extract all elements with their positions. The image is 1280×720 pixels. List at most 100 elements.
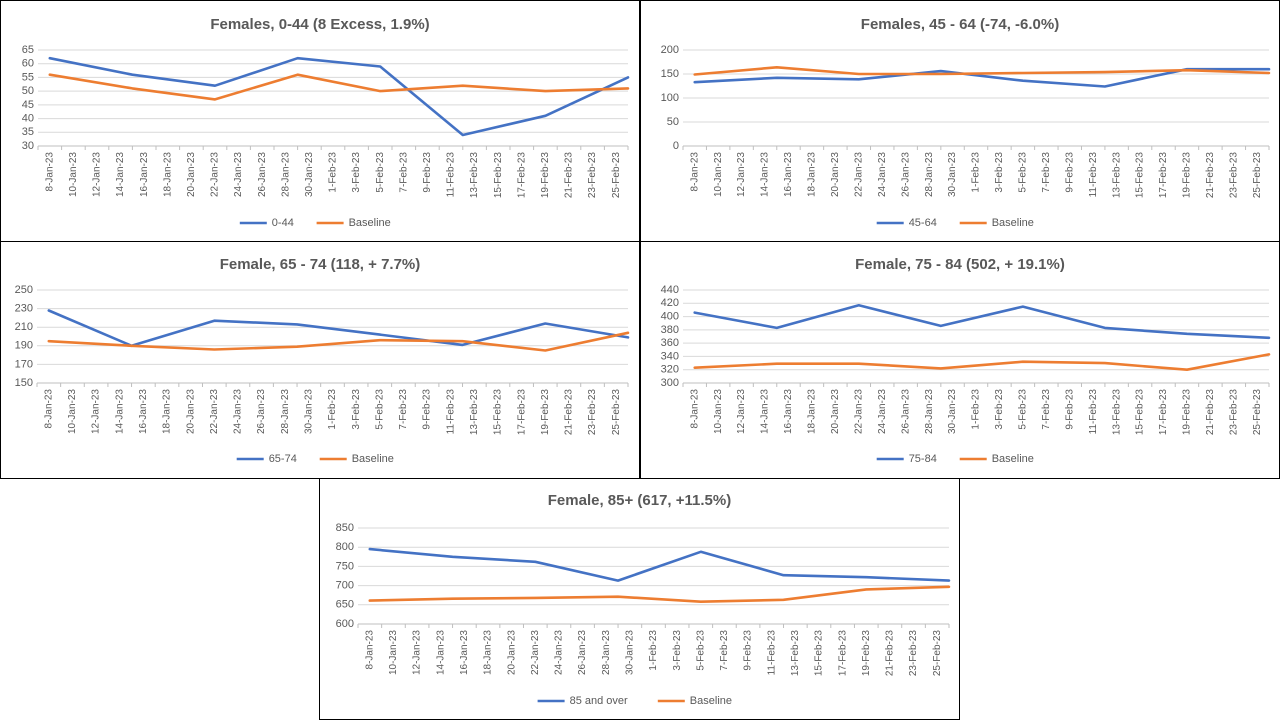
x-tick-label: 15-Feb-23 (814, 630, 825, 677)
x-tick-label: 24-Jan-23 (877, 389, 888, 434)
legend-label: Baseline (992, 453, 1034, 465)
x-tick-label: 17-Feb-23 (516, 152, 527, 199)
x-tick-label: 18-Jan-23 (483, 630, 494, 675)
y-tick-label: 850 (336, 522, 354, 534)
x-tick-label: 5-Feb-23 (375, 152, 386, 193)
x-tick-label: 13-Feb-23 (790, 630, 801, 677)
y-tick-label: 210 (15, 321, 33, 333)
x-tick-label: 23-Feb-23 (587, 152, 598, 199)
x-tick-label: 14-Jan-23 (760, 152, 771, 197)
chart-title: Females, 45 - 64 (-74, -6.0%) (861, 16, 1059, 33)
series-line-main (48, 56, 630, 137)
x-tick-label: 9-Feb-23 (1064, 389, 1075, 430)
y-tick-label: 360 (661, 337, 679, 349)
x-tick-label: 28-Jan-23 (924, 152, 935, 197)
x-tick-label: 11-Feb-23 (445, 389, 456, 435)
x-tick-label: 3-Feb-23 (351, 389, 362, 430)
x-tick-label: 28-Jan-23 (280, 152, 291, 197)
x-tick-label: 9-Feb-23 (422, 152, 433, 193)
chart-panel-females-45-64: Females, 45 - 64 (-74, -6.0%) 0 50 100 150 20… (640, 0, 1280, 242)
x-tick-label: 14-Jan-23 (115, 152, 126, 197)
legend-label: 85 and over (570, 695, 628, 707)
y-tick-label: 35 (22, 126, 34, 138)
x-tick-label: 25-Feb-23 (932, 630, 943, 677)
x-tick-label: 9-Feb-23 (422, 389, 433, 430)
x-tick-label: 12-Jan-23 (412, 630, 423, 675)
x-tick-label: 8-Jan-23 (364, 630, 375, 670)
x-tick-label: 5-Feb-23 (1018, 152, 1029, 193)
y-tick-label: 400 (661, 310, 679, 322)
x-tick-label: 21-Feb-23 (564, 389, 575, 436)
x-tick-label: 18-Jan-23 (807, 152, 818, 197)
series-line-baseline (368, 585, 951, 603)
x-tick-label: 15-Feb-23 (1135, 389, 1146, 436)
x-tick-label: 13-Feb-23 (469, 389, 480, 436)
x-tick-label: 20-Jan-23 (506, 630, 517, 675)
x-tick-label: 28-Jan-23 (924, 389, 935, 434)
chart-panel-female-85-plus: Female, 85+ (617, +11.5%) 600 650 700 750 800… (319, 478, 960, 720)
y-tick-label: 150 (15, 377, 33, 389)
legend-label: Baseline (690, 695, 732, 707)
legend-label: Baseline (349, 217, 391, 229)
x-tick-label: 18-Jan-23 (162, 152, 173, 197)
y-tick-label: 0 (673, 140, 679, 152)
chart-title: Female, 75 - 84 (502, + 19.1%) (855, 256, 1065, 273)
x-tick-label: 7-Feb-23 (1041, 152, 1052, 193)
chart-svg: Female, 65 - 74 (118, + 7.7%) 150 170 190 21… (15, 256, 630, 465)
x-tick-label: 10-Jan-23 (388, 630, 399, 675)
y-tick-label: 440 (661, 284, 679, 296)
x-tick-label: 25-Feb-23 (611, 389, 622, 436)
x-tick-label: 16-Jan-23 (459, 630, 470, 675)
x-tick-label: 11-Feb-23 (1088, 389, 1099, 435)
legend-label: 75-84 (909, 453, 937, 465)
x-tick-label: 20-Jan-23 (186, 152, 197, 197)
x-tick-label: 8-Jan-23 (44, 152, 55, 192)
x-tick-label: 19-Feb-23 (540, 389, 551, 436)
x-tick-label: 1-Feb-23 (327, 389, 338, 430)
x-tick-label: 21-Feb-23 (564, 152, 575, 199)
y-tick-label: 320 (661, 364, 679, 376)
y-tick-label: 40 (22, 112, 34, 124)
x-tick-label: 1-Feb-23 (648, 630, 659, 671)
chart-panel-female-65-74: Female, 65 - 74 (118, + 7.7%) 150 170 190 21… (0, 241, 640, 479)
chart-svg: Females, 45 - 64 (-74, -6.0%) 0 50 100 150 20… (661, 16, 1271, 229)
x-tick-label: 17-Feb-23 (837, 630, 848, 677)
x-tick-label: 12-Jan-23 (736, 152, 747, 197)
series-line-main (693, 303, 1271, 340)
x-tick-label: 13-Feb-23 (1111, 389, 1122, 436)
x-tick-label: 12-Jan-23 (736, 389, 747, 434)
x-tick-label: 26-Jan-23 (577, 630, 588, 675)
x-tick-label: 1-Feb-23 (971, 152, 982, 193)
y-tick-label: 230 (15, 303, 33, 315)
series-line-baseline (48, 73, 630, 101)
x-tick-label: 26-Jan-23 (900, 389, 911, 434)
y-tick-label: 600 (336, 618, 354, 630)
x-tick-label: 7-Feb-23 (719, 630, 730, 671)
x-tick-label: 24-Jan-23 (233, 152, 244, 197)
x-tick-label: 28-Jan-23 (601, 630, 612, 675)
x-tick-label: 19-Feb-23 (1182, 152, 1193, 199)
x-tick-label: 3-Feb-23 (351, 152, 362, 193)
y-tick-label: 170 (15, 358, 33, 370)
series-line-baseline (693, 66, 1271, 76)
x-tick-label: 10-Jan-23 (713, 152, 724, 197)
x-tick-label: 22-Jan-23 (853, 389, 864, 434)
x-tick-label: 16-Jan-23 (783, 152, 794, 197)
x-tick-label: 26-Jan-23 (257, 152, 268, 197)
y-tick-label: 650 (336, 599, 354, 611)
x-tick-label: 23-Feb-23 (908, 630, 919, 677)
x-tick-label: 10-Jan-23 (67, 389, 78, 434)
x-tick-label: 5-Feb-23 (1018, 389, 1029, 430)
x-tick-label: 14-Jan-23 (435, 630, 446, 675)
x-tick-label: 3-Feb-23 (672, 630, 683, 671)
y-tick-label: 200 (661, 44, 679, 56)
x-tick-label: 16-Jan-23 (139, 152, 150, 197)
x-tick-label: 15-Feb-23 (493, 152, 504, 199)
x-tick-label: 16-Jan-23 (783, 389, 794, 434)
x-tick-label: 7-Feb-23 (398, 152, 409, 193)
x-tick-label: 7-Feb-23 (1041, 389, 1052, 430)
series-line-baseline (693, 353, 1271, 371)
x-tick-label: 16-Jan-23 (138, 389, 149, 434)
series-line-baseline (47, 331, 630, 352)
